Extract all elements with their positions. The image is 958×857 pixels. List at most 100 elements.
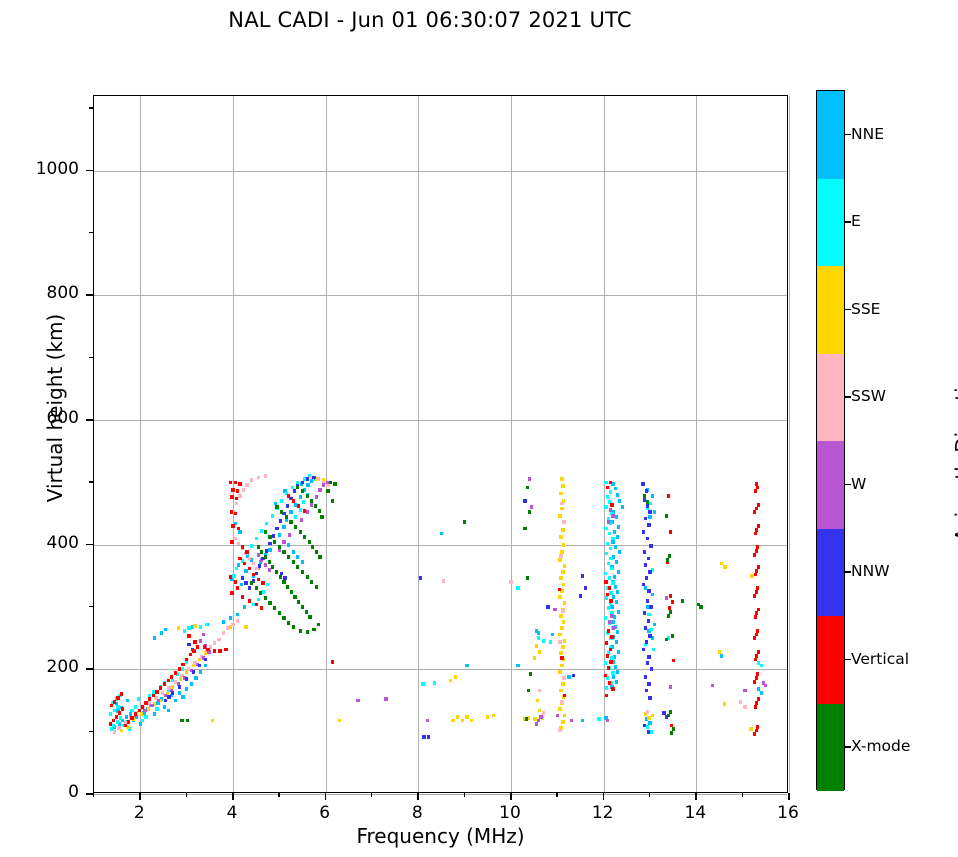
data-point-w (207, 650, 211, 654)
data-point-e (284, 491, 288, 496)
data-point-nne (614, 664, 618, 669)
data-point-vertical (224, 647, 228, 652)
data-point-e (252, 602, 256, 607)
data-point-nnw (275, 526, 279, 531)
data-point-sse (449, 678, 453, 683)
gridline-horizontal (94, 669, 787, 671)
data-point-e (606, 561, 610, 566)
data-point-vertical (666, 494, 671, 498)
data-point-nne (242, 605, 247, 609)
data-point-sse (538, 650, 542, 654)
data-point-ssw (317, 476, 321, 481)
data-point-ssw (236, 618, 240, 623)
data-point-vertical (606, 628, 610, 633)
data-point-e (597, 717, 601, 722)
data-point-vertical (202, 645, 206, 649)
data-point-x-mode (642, 494, 647, 498)
data-point-e (757, 661, 761, 665)
data-point-nne (300, 560, 305, 565)
data-point-vertical (756, 565, 761, 569)
data-point-vertical (256, 577, 261, 582)
data-point-x-mode (314, 585, 318, 589)
data-point-vertical (754, 527, 759, 532)
data-point-vertical (229, 480, 233, 485)
gridline-vertical (233, 96, 234, 792)
data-point-e (604, 551, 609, 556)
data-point-x-mode (263, 530, 268, 535)
data-point-x-mode (286, 585, 290, 589)
gridline-horizontal (94, 794, 787, 795)
data-point-nne (615, 679, 619, 684)
data-point-sse (533, 717, 537, 722)
data-point-nne (616, 650, 621, 654)
data-point-e (541, 638, 546, 643)
data-point-x-mode (665, 557, 670, 562)
data-point-ssw (321, 480, 325, 485)
colorbar-segment-x-mode (817, 703, 844, 791)
data-point-e (119, 716, 123, 720)
data-point-nnw (247, 586, 251, 591)
data-point-sse (561, 570, 565, 574)
data-point-vertical (610, 502, 614, 507)
data-point-nnw (258, 564, 262, 568)
data-point-nne (617, 550, 622, 555)
data-point-nne (439, 531, 444, 536)
gridline-vertical (696, 96, 698, 792)
data-point-x-mode (263, 555, 268, 560)
data-point-sse (558, 557, 562, 562)
data-point-w (669, 684, 673, 689)
data-point-ssw (186, 667, 191, 672)
data-point-e (605, 541, 609, 546)
data-point-vertical (609, 598, 613, 603)
data-point-vertical (754, 728, 759, 733)
data-point-w (530, 505, 534, 510)
data-point-w (170, 688, 174, 693)
data-point-sse (647, 716, 651, 720)
data-point-sse (210, 718, 214, 723)
y-axis-tick-label: 200 (46, 657, 79, 678)
data-point-vertical (297, 504, 301, 508)
data-point-e (606, 651, 610, 656)
data-point-w (555, 713, 559, 718)
data-point-nne (289, 510, 293, 515)
data-point-nne (142, 711, 146, 715)
data-point-x-mode (326, 489, 330, 493)
data-point-x-mode (289, 520, 293, 525)
data-point-sse (120, 728, 124, 733)
data-point-nne (152, 712, 156, 717)
data-point-nne (612, 674, 616, 679)
data-point-sse (560, 550, 564, 555)
x-axis-tick-label: 2 (133, 803, 145, 823)
data-point-nnw (581, 574, 585, 578)
data-point-ssw (199, 655, 204, 659)
data-point-ssw (560, 501, 564, 506)
data-point-w (612, 626, 616, 631)
data-point-e (611, 671, 615, 675)
data-point-w (664, 596, 668, 601)
data-point-nne (170, 693, 174, 698)
data-point-e (643, 642, 647, 647)
data-point-x-mode (305, 630, 309, 634)
data-point-w (318, 488, 322, 492)
data-point-vertical (756, 697, 761, 702)
data-point-nne (203, 663, 207, 668)
data-point-sse (523, 717, 527, 722)
data-point-sse (561, 719, 565, 724)
data-point-nne (284, 517, 288, 522)
data-point-e (608, 521, 613, 526)
data-point-vertical (247, 598, 251, 603)
data-point-ssw (233, 536, 237, 541)
y-axis-minor-tick (89, 232, 93, 234)
data-point-e (122, 723, 126, 728)
data-point-nnw (642, 497, 647, 502)
x-axis-tick (139, 793, 141, 800)
data-point-x-mode (282, 550, 286, 555)
colorbar-segment-ssw (817, 353, 844, 441)
data-point-nne (286, 542, 291, 547)
data-point-x-mode (310, 499, 314, 503)
data-point-e (249, 544, 254, 548)
data-point-e (115, 719, 119, 724)
data-point-nnw (648, 570, 652, 574)
data-point-nne (244, 569, 248, 573)
data-point-nne (230, 577, 234, 582)
